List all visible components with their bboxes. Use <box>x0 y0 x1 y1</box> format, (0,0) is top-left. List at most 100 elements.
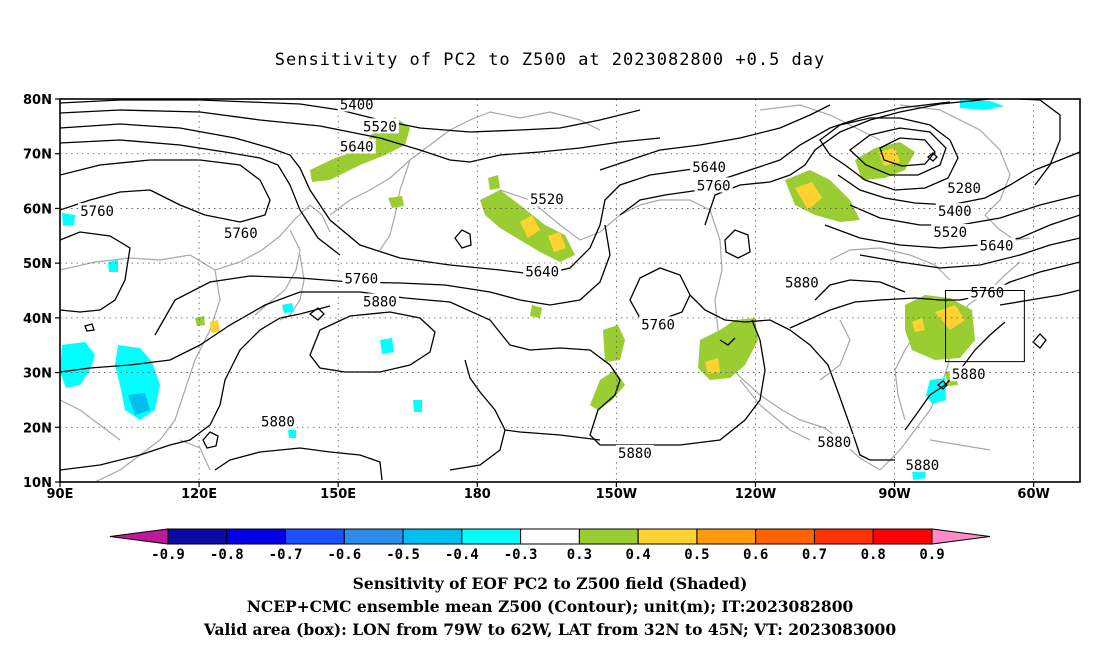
graticule <box>60 99 1080 482</box>
x-tick-label: 90E <box>47 487 74 502</box>
colorbar: -0.9 -0.8 -0.7 -0.6 -0.5 -0.4 -0.3 0.3 0.4 0.5 0.6… <box>109 528 991 563</box>
contour-label-background <box>639 316 678 332</box>
contour-label: 5640 <box>692 160 726 176</box>
contour-label: 5880 <box>363 294 397 310</box>
colorbar-label: 0.3 <box>567 547 592 563</box>
contour-label: 5520 <box>363 119 397 135</box>
colorbar-label: -0.6 <box>327 547 361 563</box>
contour-label: 5640 <box>525 264 559 280</box>
colorbar-segment <box>226 528 287 545</box>
contour-label-background <box>221 225 260 241</box>
y-tick-label: 30N <box>23 367 52 382</box>
y-tick-label: 80N <box>23 93 52 108</box>
colorbar-label: 0.8 <box>861 547 886 563</box>
plot-frame <box>59 98 1081 483</box>
contour-label-background <box>935 203 974 219</box>
y-tick-label: 40N <box>23 312 52 327</box>
contour-label-background <box>527 191 566 207</box>
y-tick-label: 10N <box>23 476 52 491</box>
colorbar-label: 0.4 <box>626 547 651 563</box>
contour-label: 5760 <box>80 204 114 220</box>
colorbar-label: -0.4 <box>445 547 479 563</box>
z500-contours <box>60 99 1080 481</box>
contour-label: 5280 <box>947 181 981 197</box>
caption-line-3: Valid area (box): LON from 79W to 62W, L… <box>203 620 897 639</box>
contour-label-background <box>615 445 654 461</box>
contour-label-background <box>360 293 399 309</box>
colorbar-label: -0.3 <box>504 547 538 563</box>
x-tick-label: 90W <box>878 487 910 502</box>
colorbar-label: -0.5 <box>386 547 420 563</box>
contour-label-background <box>903 457 942 473</box>
caption-line-2: NCEP+CMC ensemble mean Z500 (Contour); u… <box>246 597 854 616</box>
contour-label-background <box>949 366 988 382</box>
y-tick-label: 60N <box>23 202 52 217</box>
colorbar-label: 0.9 <box>919 547 944 563</box>
contour-label-background <box>78 203 117 219</box>
x-tick-label: 180 <box>464 487 491 502</box>
contour-label: 5760 <box>697 178 731 194</box>
x-tick-label: 120E <box>181 487 217 502</box>
map-title: Sensitivity of PC2 to Z500 at 2023082800… <box>274 50 826 70</box>
colorbar-segment <box>520 528 580 545</box>
contour-label: 5640 <box>980 239 1014 255</box>
contour-label: 5880 <box>952 367 986 383</box>
contour-label-background <box>523 263 562 279</box>
contour-label: 5400 <box>340 97 374 113</box>
colorbar-segment <box>813 528 874 545</box>
contour-label-background <box>342 270 381 286</box>
colorbar-segment <box>343 528 404 545</box>
contour-label: 5520 <box>530 192 564 208</box>
colorbar-label: -0.8 <box>210 547 244 563</box>
contour-label-background <box>968 284 1007 300</box>
contour-label-background <box>258 413 297 429</box>
y-tick-label: 70N <box>23 148 52 163</box>
y-tick-label: 20N <box>23 421 52 436</box>
colorbar-segment <box>872 528 933 545</box>
contour-label: 5760 <box>224 226 258 242</box>
colorbar-upper-triangle <box>931 528 991 545</box>
colorbar-segment <box>578 528 639 545</box>
contour-label-background <box>337 96 376 112</box>
contour-label: 5400 <box>938 204 972 220</box>
contour-label: 5880 <box>618 446 652 462</box>
x-tick-label: 120W <box>735 487 776 502</box>
colorbar-label: 0.6 <box>743 547 768 563</box>
valid-area-box <box>945 290 1025 363</box>
contour-label-background <box>694 177 733 193</box>
colorbar-lower-triangle <box>109 528 169 545</box>
contour-label: 5520 <box>933 225 967 241</box>
contour-label: 5760 <box>345 271 379 287</box>
contour-label: 5880 <box>785 275 819 291</box>
colorbar-label: 0.5 <box>684 547 709 563</box>
contour-label-background <box>931 223 970 239</box>
caption-line-1: Sensitivity of EOF PC2 to Z500 field (Sh… <box>352 574 748 593</box>
colorbar-segment <box>755 528 815 545</box>
colorbar-segment <box>461 528 522 545</box>
colorbar-segment <box>402 528 463 545</box>
contour-label: 5880 <box>817 435 851 451</box>
colorbar-segment <box>696 528 757 545</box>
contour-label-background <box>782 274 821 290</box>
contour-label-background <box>815 434 854 450</box>
colorbar-segment <box>167 528 228 545</box>
contour-label-background <box>945 180 984 196</box>
colorbar-segment <box>285 528 345 545</box>
positive-sensitivity-shading <box>195 117 975 410</box>
latitude-tick-labels: 10N 20N 30N 40N 50N 60N 70N 80N <box>23 93 60 491</box>
x-tick-label: 60W <box>1017 487 1049 502</box>
colorbar-segment <box>637 528 698 545</box>
contour-label: 5880 <box>261 414 295 430</box>
contour-label: 5640 <box>340 140 374 156</box>
colorbar-label: -0.7 <box>269 547 303 563</box>
contour-label-background <box>690 158 729 174</box>
x-tick-label: 150E <box>320 487 356 502</box>
colorbar-label: 0.7 <box>802 547 827 563</box>
colorbar-label: -0.9 <box>151 547 185 563</box>
contour-label: 5880 <box>906 458 940 474</box>
contour-label: 5760 <box>641 317 675 333</box>
contour-label-background <box>337 138 376 154</box>
x-tick-label: 150W <box>596 487 637 502</box>
contour-label-background <box>360 118 399 134</box>
